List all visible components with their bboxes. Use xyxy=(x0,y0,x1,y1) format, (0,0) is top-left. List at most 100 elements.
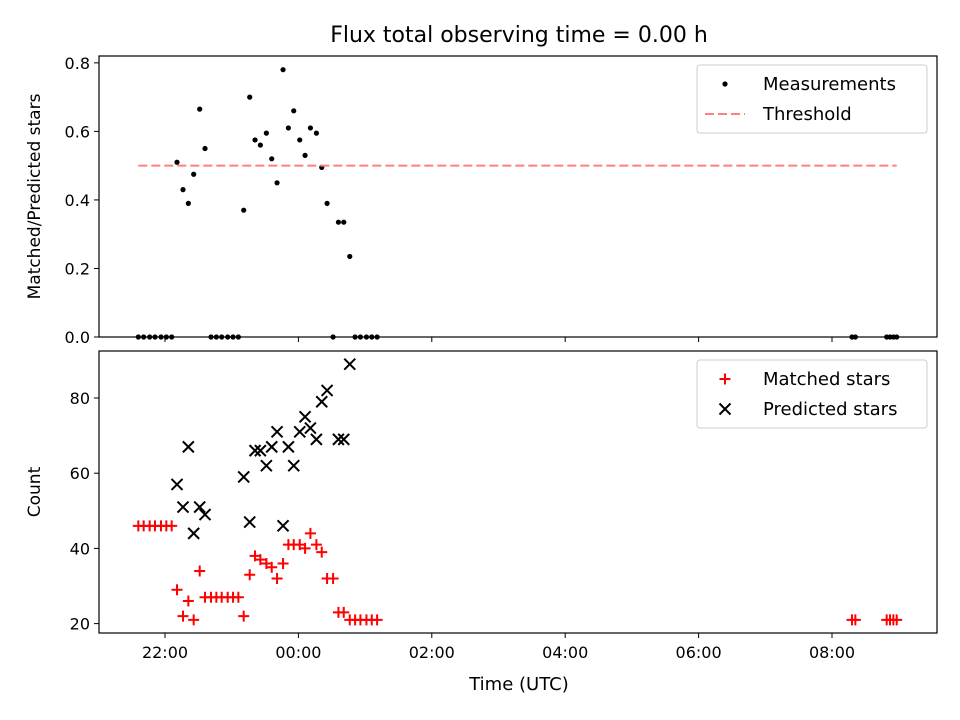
y-tick-label: 0.8 xyxy=(65,54,90,73)
measurement-point xyxy=(894,334,900,340)
legend-marker xyxy=(718,402,732,416)
measurement-point xyxy=(374,334,380,340)
measurement-point xyxy=(191,171,197,177)
matched-point xyxy=(371,614,383,626)
predicted-point xyxy=(298,410,312,424)
predicted-point xyxy=(293,425,306,439)
matched-point xyxy=(266,561,278,573)
matched-point xyxy=(338,606,350,618)
predicted-point xyxy=(282,440,295,454)
measurement-point xyxy=(174,159,180,165)
matched-point xyxy=(327,572,339,584)
x-tick-label: 00:00 xyxy=(275,643,321,662)
measurement-point xyxy=(274,180,280,186)
measurement-point xyxy=(169,334,175,340)
x-tick-label: 08:00 xyxy=(809,643,855,662)
y-tick-label: 0.6 xyxy=(65,122,90,141)
matched-point xyxy=(277,557,289,569)
predicted-point xyxy=(304,421,317,435)
measurement-point xyxy=(313,130,320,136)
measurement-point xyxy=(352,334,358,340)
legend-label: Measurements xyxy=(763,74,896,95)
measurement-point xyxy=(147,334,153,340)
measurement-point xyxy=(335,219,342,225)
measurement-point xyxy=(247,94,253,100)
matched-point xyxy=(316,546,328,558)
legend-label: Predicted stars xyxy=(763,399,897,420)
measurement-point xyxy=(235,334,241,340)
measurement-point xyxy=(302,152,308,158)
measurement-point xyxy=(369,334,375,340)
legend: Measurements Threshold xyxy=(696,64,928,134)
measurement-point xyxy=(152,334,158,340)
matched-point xyxy=(304,527,316,539)
matched-point xyxy=(232,591,244,603)
predicted-point xyxy=(170,478,184,491)
measurement-point xyxy=(135,334,141,340)
measurement-point xyxy=(141,334,147,340)
x-tick-label: 02:00 xyxy=(409,643,455,662)
predicted-point xyxy=(187,527,200,540)
measurement-point xyxy=(257,142,263,148)
measurement-point xyxy=(269,156,275,162)
measurement-point xyxy=(363,334,370,340)
predicted-point xyxy=(254,444,267,457)
matched-point xyxy=(188,614,200,626)
y-tick-label: 40 xyxy=(70,539,90,558)
measurement-point xyxy=(158,334,164,340)
predicted-point xyxy=(320,384,334,397)
measurement-point xyxy=(185,200,191,206)
measurement-point xyxy=(163,334,169,340)
legend-label: Threshold xyxy=(762,104,852,125)
predicted-point xyxy=(265,440,278,454)
y-tick-label: 60 xyxy=(70,464,90,483)
measurement-point xyxy=(241,207,247,213)
predicted-point xyxy=(182,440,195,454)
measurement-point xyxy=(347,253,353,260)
measurement-point xyxy=(852,334,858,340)
measurement-point xyxy=(285,125,291,131)
legend-label: Matched stars xyxy=(763,369,890,390)
predicted-point xyxy=(198,508,212,521)
measurement-point xyxy=(202,145,208,152)
matched-point xyxy=(244,569,256,581)
matched-point xyxy=(166,520,178,532)
measurement-point xyxy=(252,137,258,143)
series-predicted-stars xyxy=(170,357,356,540)
x-tick-label: 04:00 xyxy=(542,643,588,662)
chart-title: Flux total observing time = 0.00 h xyxy=(330,23,708,48)
matched-point xyxy=(299,542,311,554)
measurement-point xyxy=(230,334,236,340)
predicted-point xyxy=(276,519,290,533)
predicted-point xyxy=(193,500,206,514)
predicted-point xyxy=(315,395,328,408)
legend: Matched stars Predicted stars xyxy=(696,359,928,429)
measurement-point xyxy=(341,219,347,225)
measurement-point xyxy=(263,130,269,136)
predicted-point xyxy=(310,433,323,446)
series-measurements xyxy=(135,67,900,340)
matched-point xyxy=(171,584,183,596)
predicted-point xyxy=(270,425,284,439)
legend-marker xyxy=(722,81,728,87)
y-tick-label: 20 xyxy=(70,615,90,634)
measurement-point xyxy=(330,334,336,340)
bottom-panel-counts: 20 40 60 80 22:00 00:00 02:00 04:00 06:00 08:00 Co… xyxy=(25,350,938,662)
measurement-point xyxy=(213,334,219,340)
matched-point xyxy=(849,614,861,626)
measurement-point xyxy=(219,334,225,340)
y-axis-label: Count xyxy=(25,466,45,517)
predicted-point xyxy=(176,500,190,514)
y-tick-label: 80 xyxy=(70,389,90,408)
measurement-point xyxy=(280,67,286,73)
predicted-point xyxy=(287,459,300,472)
measurement-point xyxy=(225,334,231,340)
measurement-point xyxy=(357,334,364,340)
legend-box xyxy=(696,359,928,429)
measurement-point xyxy=(180,187,186,193)
matched-point xyxy=(182,595,194,607)
x-axis-label: Time (UTC) xyxy=(468,674,569,695)
predicted-point xyxy=(332,433,345,446)
measurement-point xyxy=(208,334,214,340)
